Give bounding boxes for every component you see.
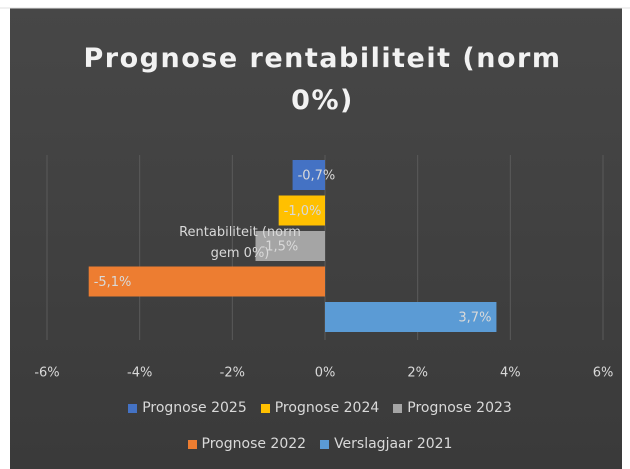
bar [292,160,325,190]
legend-swatch [187,439,197,449]
x-tick-label: 4% [500,366,521,381]
bar [255,231,325,261]
legend-label: Prognose 2024 [274,400,380,416]
bar [88,266,325,297]
legend: Prognose 2025 Prognose 2024 Prognose 2023 P… [80,400,560,452]
chart-title: Prognose rentabiliteit (norm 0%) [83,43,562,116]
x-tick-label: -6% [34,366,59,381]
legend-label: Prognose 2025 [142,400,247,416]
legend-item: Verslagjaar 2021 [320,436,452,452]
legend-item: Prognose 2022 [187,436,307,452]
legend-label: Verslagjaar 2021 [334,436,453,452]
data-label: -0,7% [298,169,336,184]
data-label: -5,1% [94,275,132,290]
legend-item: Prognose 2023 [393,400,512,416]
x-tick-label: 6% [593,366,614,381]
x-tick-label: 0% [315,366,336,381]
legend-item: Prognose 2025 [128,400,247,416]
data-label: -1,0% [284,204,322,219]
bar [278,195,325,226]
legend-swatch [128,403,138,413]
legend-swatch [320,439,330,449]
legend-item: Prognose 2024 [260,400,380,416]
data-label: -1,5% [261,240,299,255]
x-tick-label: 2% [407,366,428,381]
legend-swatch [393,403,403,413]
x-tick-label: -4% [127,366,152,381]
legend-swatch [260,403,270,413]
data-label: 3,7% [458,311,491,326]
legend-label: Prognose 2022 [201,436,307,452]
x-tick-label: -2% [220,366,245,381]
bar [325,302,497,332]
category-label: Rentabiliteit (norm gem 0%) [179,225,301,261]
legend-label: Prognose 2023 [407,400,512,416]
